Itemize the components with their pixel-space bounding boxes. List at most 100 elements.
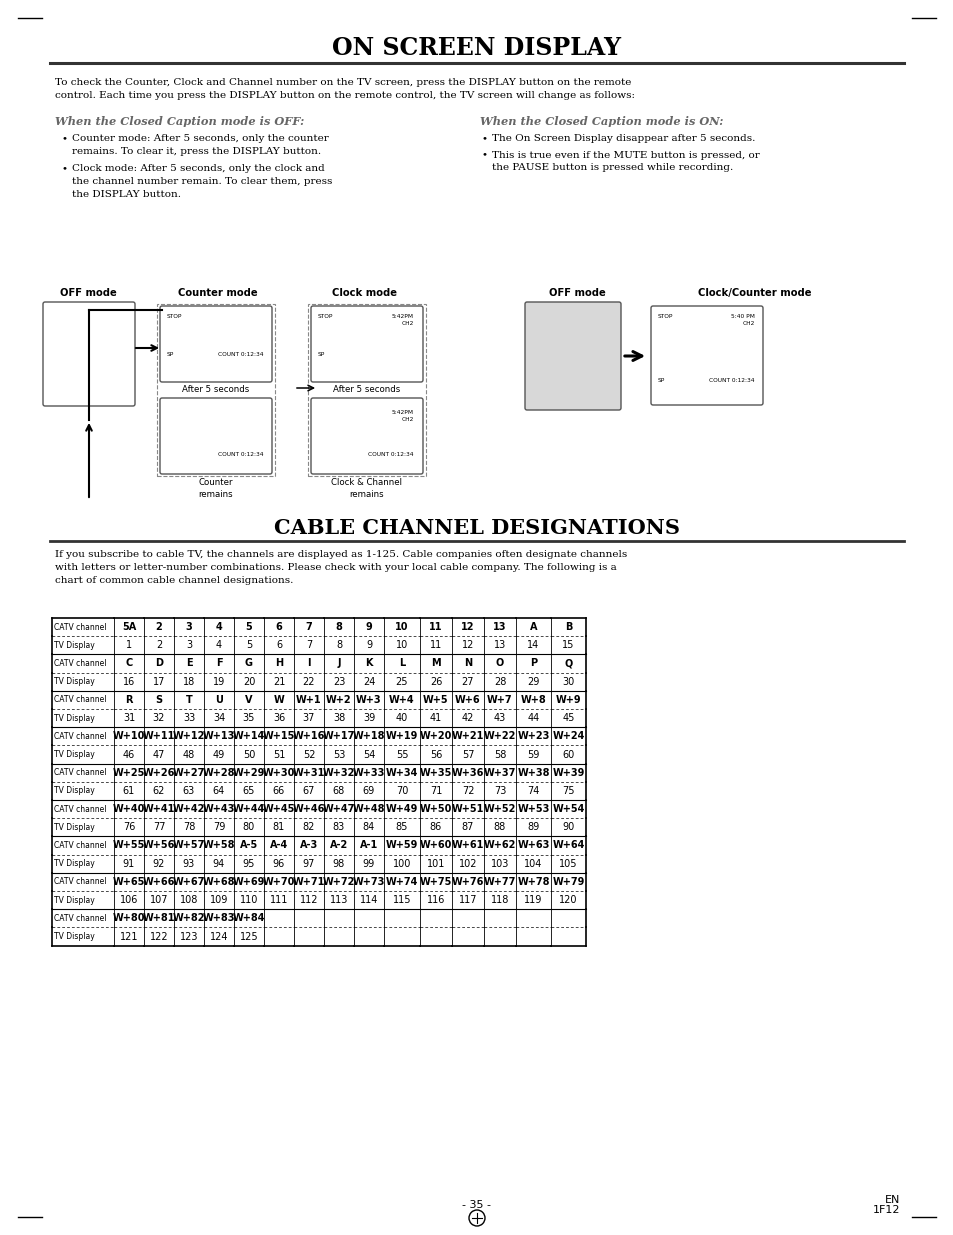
Text: CH2: CH2 bbox=[401, 321, 414, 326]
FancyBboxPatch shape bbox=[43, 303, 135, 406]
Text: 40: 40 bbox=[395, 713, 408, 724]
Text: 82: 82 bbox=[302, 823, 314, 832]
Text: W+41: W+41 bbox=[143, 804, 175, 814]
Text: 81: 81 bbox=[273, 823, 285, 832]
Text: 27: 27 bbox=[461, 677, 474, 687]
Text: I: I bbox=[307, 658, 311, 668]
Text: W+22: W+22 bbox=[483, 731, 516, 741]
Text: W+12: W+12 bbox=[172, 731, 205, 741]
Text: 10: 10 bbox=[395, 640, 408, 651]
Text: 86: 86 bbox=[430, 823, 441, 832]
Text: 50: 50 bbox=[243, 750, 254, 760]
Text: To check the Counter, Clock and Channel number on the TV screen, press the DISPL: To check the Counter, Clock and Channel … bbox=[55, 78, 635, 100]
Text: 69: 69 bbox=[362, 785, 375, 795]
Text: 68: 68 bbox=[333, 785, 345, 795]
Text: W: W bbox=[274, 695, 284, 705]
Text: W+77: W+77 bbox=[483, 877, 516, 887]
Text: 119: 119 bbox=[524, 895, 542, 905]
Text: W+55: W+55 bbox=[112, 841, 145, 851]
Text: W+18: W+18 bbox=[353, 731, 385, 741]
Text: 118: 118 bbox=[490, 895, 509, 905]
Text: W+11: W+11 bbox=[143, 731, 175, 741]
Text: A-2: A-2 bbox=[330, 841, 348, 851]
Text: 8: 8 bbox=[335, 622, 342, 632]
Text: T: T bbox=[186, 695, 193, 705]
Text: 83: 83 bbox=[333, 823, 345, 832]
Text: 7: 7 bbox=[305, 622, 312, 632]
Text: W+34: W+34 bbox=[385, 768, 417, 778]
Text: 53: 53 bbox=[333, 750, 345, 760]
Text: 15: 15 bbox=[561, 640, 574, 651]
Text: 34: 34 bbox=[213, 713, 225, 724]
Text: K: K bbox=[365, 658, 373, 668]
Text: 5: 5 bbox=[245, 622, 253, 632]
Text: W+50: W+50 bbox=[419, 804, 452, 814]
Text: V: V bbox=[245, 695, 253, 705]
Text: W+51: W+51 bbox=[452, 804, 484, 814]
Text: W+37: W+37 bbox=[483, 768, 516, 778]
Text: 52: 52 bbox=[302, 750, 314, 760]
Text: W+45: W+45 bbox=[262, 804, 294, 814]
Text: A: A bbox=[529, 622, 537, 632]
Text: 113: 113 bbox=[330, 895, 348, 905]
Text: CATV channel: CATV channel bbox=[54, 841, 107, 850]
Text: W+59: W+59 bbox=[385, 841, 417, 851]
Text: 23: 23 bbox=[333, 677, 345, 687]
Text: F: F bbox=[215, 658, 222, 668]
Text: After 5 seconds: After 5 seconds bbox=[333, 385, 400, 394]
Text: W+20: W+20 bbox=[419, 731, 452, 741]
Text: 35: 35 bbox=[243, 713, 254, 724]
Text: 104: 104 bbox=[524, 858, 542, 868]
Text: 1F12: 1F12 bbox=[872, 1205, 899, 1215]
Text: 93: 93 bbox=[183, 858, 195, 868]
Text: After 5 seconds: After 5 seconds bbox=[182, 385, 250, 394]
Text: 100: 100 bbox=[393, 858, 411, 868]
Text: 6: 6 bbox=[275, 640, 282, 651]
Text: 5: 5 bbox=[246, 640, 252, 651]
Text: STOP: STOP bbox=[167, 314, 182, 319]
Text: 5:40 PM: 5:40 PM bbox=[730, 314, 754, 319]
Text: W+63: W+63 bbox=[517, 841, 549, 851]
Text: W+31: W+31 bbox=[293, 768, 325, 778]
Text: 109: 109 bbox=[210, 895, 228, 905]
Text: 9: 9 bbox=[365, 622, 372, 632]
Text: 116: 116 bbox=[426, 895, 445, 905]
Text: 115: 115 bbox=[393, 895, 411, 905]
Text: 92: 92 bbox=[152, 858, 165, 868]
Text: 110: 110 bbox=[239, 895, 258, 905]
Text: 99: 99 bbox=[362, 858, 375, 868]
Text: 96: 96 bbox=[273, 858, 285, 868]
Text: W+15: W+15 bbox=[262, 731, 294, 741]
Text: 5:42PM: 5:42PM bbox=[392, 314, 414, 319]
Text: SP: SP bbox=[167, 352, 174, 357]
Text: 2: 2 bbox=[155, 622, 162, 632]
Text: W+69: W+69 bbox=[233, 877, 265, 887]
Text: 4: 4 bbox=[215, 622, 222, 632]
Text: W+66: W+66 bbox=[143, 877, 175, 887]
Text: W+78: W+78 bbox=[517, 877, 549, 887]
Text: W+3: W+3 bbox=[355, 695, 381, 705]
Text: W+62: W+62 bbox=[483, 841, 516, 851]
Text: M: M bbox=[431, 658, 440, 668]
Text: CATV channel: CATV channel bbox=[54, 695, 107, 704]
Text: 57: 57 bbox=[461, 750, 474, 760]
Text: 89: 89 bbox=[527, 823, 539, 832]
Text: W+72: W+72 bbox=[322, 877, 355, 887]
Text: W+71: W+71 bbox=[293, 877, 325, 887]
Text: When the Closed Caption mode is OFF:: When the Closed Caption mode is OFF: bbox=[55, 116, 304, 127]
Text: 3: 3 bbox=[186, 640, 192, 651]
Text: W+1: W+1 bbox=[295, 695, 321, 705]
Bar bbox=[157, 304, 274, 475]
Text: W+8: W+8 bbox=[520, 695, 546, 705]
Text: 111: 111 bbox=[270, 895, 288, 905]
Text: W+39: W+39 bbox=[552, 768, 584, 778]
Text: 60: 60 bbox=[561, 750, 574, 760]
Text: 49: 49 bbox=[213, 750, 225, 760]
Text: •: • bbox=[481, 151, 488, 159]
Text: 11: 11 bbox=[429, 622, 442, 632]
Text: If you subscribe to cable TV, the channels are displayed as 1-125. Cable compani: If you subscribe to cable TV, the channe… bbox=[55, 550, 626, 584]
Text: W+30: W+30 bbox=[262, 768, 294, 778]
Text: CATV channel: CATV channel bbox=[54, 768, 107, 777]
Text: 19: 19 bbox=[213, 677, 225, 687]
Text: 75: 75 bbox=[561, 785, 574, 795]
